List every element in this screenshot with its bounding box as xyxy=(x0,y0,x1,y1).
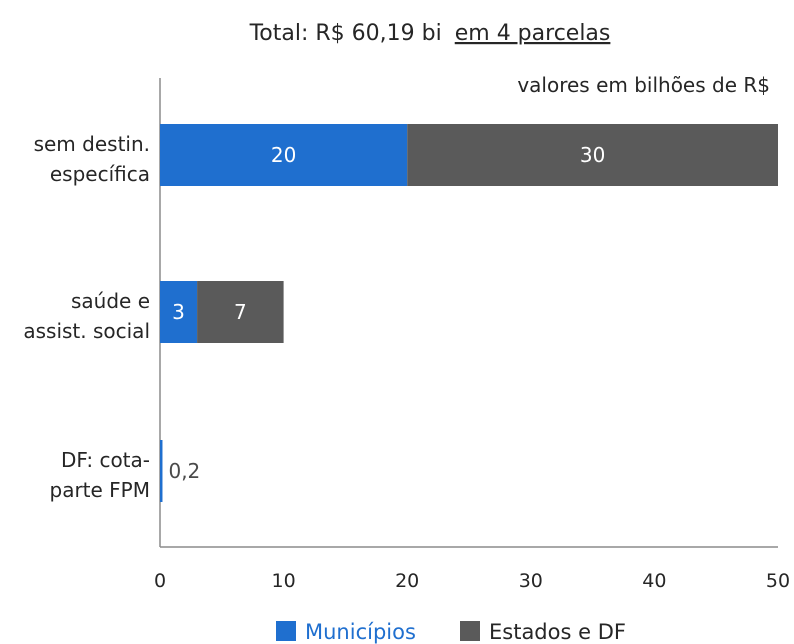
x-tick-label: 0 xyxy=(154,570,166,592)
x-tick-label: 20 xyxy=(395,570,419,592)
bar-segment xyxy=(160,440,163,502)
chart-title-underlined: em 4 parcelas xyxy=(455,21,611,46)
x-tick-label: 10 xyxy=(272,570,296,592)
category-label: sem destin. específica xyxy=(34,132,150,186)
category-label-line: assist. social xyxy=(23,319,150,343)
bar-segment xyxy=(160,124,408,186)
x-tick-label: 40 xyxy=(642,570,666,592)
data-label: 3 xyxy=(172,300,185,324)
category-label-line: DF: cota- xyxy=(61,448,150,472)
legend: Municípios Estados e DF xyxy=(276,620,626,644)
legend-swatch xyxy=(460,621,480,641)
bar-segment xyxy=(160,281,198,343)
chart-title: Total: R$ 60,19 bi em 4 parcelas xyxy=(249,21,611,46)
category-label-line: parte FPM xyxy=(50,478,151,502)
chart-title-prefix: Total: R$ 60,19 bi xyxy=(249,21,442,46)
category-label-line: sem destin. xyxy=(34,132,150,156)
legend-label: Municípios xyxy=(305,620,416,644)
legend-swatch xyxy=(276,621,296,641)
data-label: 7 xyxy=(234,300,247,324)
bar-segment xyxy=(407,124,778,186)
units-note: valores em bilhões de R$ xyxy=(517,73,770,97)
bar-segment xyxy=(197,281,284,343)
data-label: 20 xyxy=(271,143,296,167)
category-label-line: saúde e xyxy=(71,289,150,313)
x-tick-label: 50 xyxy=(766,570,790,592)
category-label: DF: cota-parte FPM xyxy=(50,448,151,502)
category-label-line: específica xyxy=(50,162,150,186)
data-label: 0,2 xyxy=(168,459,200,483)
legend-label: Estados e DF xyxy=(489,620,626,644)
x-tick-label: 30 xyxy=(519,570,543,592)
data-label: 30 xyxy=(580,143,605,167)
plot-area: 0 10 20 30 40 50 sem destin. específica saúde e a… xyxy=(23,78,790,592)
category-label: saúde e assist. social xyxy=(23,289,150,343)
